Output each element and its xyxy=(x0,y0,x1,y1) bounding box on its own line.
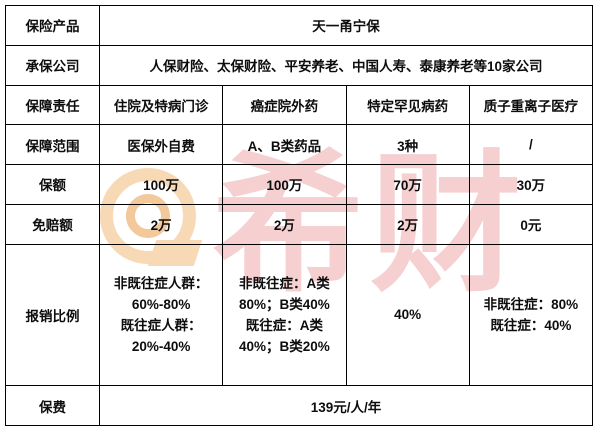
table-row: 报销比例 非既往症人群： 60%-80% 既往症人群： 20%-40% 非既往症：A类… xyxy=(5,243,594,387)
table-row: 保险产品 天一甬宁保 xyxy=(5,5,593,46)
coverage-scope-col3: 3种 xyxy=(345,124,470,166)
table-row: 保障范围 医保外自费 A、B类药品 3种 / xyxy=(5,124,594,166)
table-row: 保额 100万 100万 70万 30万 xyxy=(5,164,594,205)
product-name-cell: 天一甬宁保 xyxy=(99,5,593,46)
coverage-liability-col4: 质子重离子医疗 xyxy=(468,84,594,126)
text-line: 既往症：A类 xyxy=(245,317,323,333)
table-row: 保费 139元/人/年 xyxy=(5,385,593,426)
text-line: 非既往症：A类 xyxy=(239,275,330,291)
text-line: 非既往症：80% xyxy=(483,296,579,312)
table-row: 免赔额 2万 2万 2万 0元 xyxy=(5,203,594,245)
row-label-coverage-liability: 保障责任 xyxy=(5,84,100,126)
row-label-coverage-scope: 保障范围 xyxy=(5,124,100,166)
coverage-liability-col1: 住院及特病门诊 xyxy=(98,84,224,126)
coverage-liability-col3: 特定罕见病药 xyxy=(345,84,470,126)
sum-insured-col4: 30万 xyxy=(468,164,594,205)
spec-table-container: 保险产品 天一甬宁保 承保公司 人保财险、太保财险、平安养老、中国人寿、泰康养老… xyxy=(5,5,594,426)
sum-insured-col2: 100万 xyxy=(222,164,347,205)
table-row: 保障责任 住院及特病门诊 癌症院外药 特定罕见病药 质子重离子医疗 xyxy=(5,84,594,126)
premium-value-cell: 139元/人/年 xyxy=(99,385,593,426)
table-row: 承保公司 人保财险、太保财险、平安养老、中国人寿、泰康养老等10家公司 xyxy=(5,44,593,86)
row-label-sum-insured: 保额 xyxy=(5,164,100,205)
row-label-premium: 保费 xyxy=(5,385,100,426)
text-line: 40%；B类20% xyxy=(238,338,330,354)
text-line: 既往症：40% xyxy=(490,317,572,333)
text-line: 非既往症人群： xyxy=(113,275,209,291)
underwriters-cell: 人保财险、太保财险、平安养老、中国人寿、泰康养老等10家公司 xyxy=(99,44,593,86)
deductible-col4: 0元 xyxy=(468,203,594,245)
text-line: 40% xyxy=(394,307,422,323)
reimbursement-col4: 非既往症：80% 既往症：40% xyxy=(468,243,594,387)
insurance-spec-table: 保险产品 天一甬宁保 承保公司 人保财险、太保财险、平安养老、中国人寿、泰康养老… xyxy=(5,5,594,426)
coverage-liability-col2: 癌症院外药 xyxy=(222,84,347,126)
coverage-scope-col4: / xyxy=(468,124,594,166)
deductible-col3: 2万 xyxy=(345,203,470,245)
row-label-reimbursement-ratio: 报销比例 xyxy=(5,243,100,387)
reimbursement-col3: 40% xyxy=(345,243,470,387)
row-label-product: 保险产品 xyxy=(5,5,100,46)
text-line: 80%；B类40% xyxy=(238,296,330,312)
coverage-scope-col1: 医保外自费 xyxy=(98,124,224,166)
text-line: 60%-80% xyxy=(131,296,191,312)
deductible-col2: 2万 xyxy=(222,203,347,245)
sum-insured-col1: 100万 xyxy=(98,164,224,205)
coverage-scope-col2: A、B类药品 xyxy=(222,124,347,166)
reimbursement-col2: 非既往症：A类 80%；B类40% 既往症：A类 40%；B类20% xyxy=(222,243,347,387)
deductible-col1: 2万 xyxy=(98,203,224,245)
row-label-deductible: 免赔额 xyxy=(5,203,100,245)
reimbursement-col1: 非既往症人群： 60%-80% 既往症人群： 20%-40% xyxy=(98,243,224,387)
text-line: 20%-40% xyxy=(131,338,191,354)
text-line: 既往症人群： xyxy=(120,317,202,333)
row-label-underwriters: 承保公司 xyxy=(5,44,100,86)
sum-insured-col3: 70万 xyxy=(345,164,470,205)
